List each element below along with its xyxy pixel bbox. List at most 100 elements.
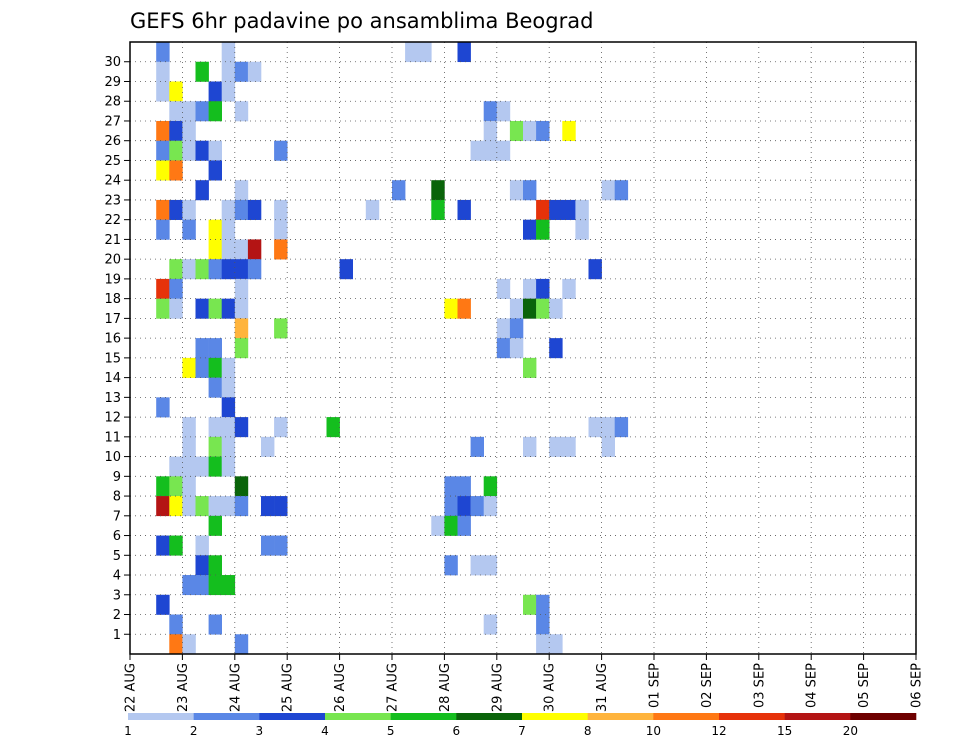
grid-lines [129, 42, 917, 654]
heatmap-cell [234, 101, 249, 122]
heatmap-cell [208, 219, 222, 240]
heatmap-cell [274, 417, 288, 438]
legend-color-swatch [325, 713, 391, 720]
heatmap-cell [169, 81, 183, 102]
heatmap-cell [536, 219, 550, 240]
y-tick-label: 24 [104, 174, 121, 189]
heatmap-cell [156, 42, 170, 63]
heatmap-cell [536, 614, 550, 635]
heatmap-cell [221, 259, 236, 280]
heatmap-cell [221, 417, 236, 438]
heatmap-cell [470, 496, 484, 517]
heatmap-cell [234, 496, 249, 517]
y-tick-label: 27 [104, 114, 121, 129]
heatmap-cell [221, 436, 236, 457]
heatmap-cell [195, 575, 209, 596]
heatmap-cell [496, 318, 511, 339]
heatmap-cell [208, 555, 222, 576]
heatmap-cell [156, 81, 170, 102]
heatmap-cell [234, 318, 249, 339]
heatmap-cell [208, 377, 222, 398]
y-tick-label: 25 [104, 154, 121, 169]
x-tick-label: 02 SEP [700, 663, 715, 708]
heatmap-cell [483, 140, 498, 161]
heatmap-cell [169, 199, 183, 220]
y-tick-label: 19 [104, 272, 121, 287]
heatmap-cell [208, 298, 222, 319]
heatmap-cell [549, 298, 563, 319]
y-tick-label: 4 [113, 569, 121, 584]
heatmap-cell [575, 219, 589, 240]
heatmap-cell [208, 436, 222, 457]
heatmap-cell [234, 417, 249, 438]
heatmap-cell [549, 436, 563, 457]
legend-color-swatch [784, 713, 851, 720]
heatmap-cell [169, 259, 183, 280]
heatmap-cell [208, 496, 222, 517]
heatmap-cell [208, 160, 222, 181]
legend-threshold-label: 7 [518, 724, 526, 738]
heatmap-cell [234, 180, 249, 201]
heatmap-cell [523, 357, 537, 378]
heatmap-cell [431, 180, 445, 201]
heatmap-cell [195, 259, 209, 280]
heatmap-cell [562, 278, 576, 299]
heatmap-cell [221, 239, 236, 260]
heatmap-cell [169, 101, 183, 122]
heatmap-cell [195, 535, 209, 556]
heatmap-cell [536, 120, 550, 142]
heatmap-cell [182, 140, 196, 161]
heatmap-cell [221, 219, 236, 240]
heatmap-cell [601, 180, 615, 201]
heatmap-cell [523, 436, 537, 457]
heatmap-cell [614, 417, 629, 438]
y-axis-ticks: 1234567891011121314151617181920212223242… [104, 55, 130, 643]
heatmap-cell [208, 515, 222, 536]
heatmap-cell [182, 575, 196, 596]
heatmap-cell [182, 496, 196, 517]
heatmap-cell [457, 496, 471, 517]
plot-frame [129, 41, 917, 655]
legend-threshold-label: 3 [256, 724, 264, 738]
heatmap-cell [562, 436, 576, 457]
x-tick-label: 22 AUG [124, 663, 139, 712]
legend-color-swatch [259, 713, 326, 720]
heatmap-cell [156, 61, 170, 82]
heatmap-cell [156, 199, 170, 220]
heatmap-cell [274, 219, 288, 240]
heatmap-cell [195, 140, 209, 161]
x-tick-label: 04 SEP [805, 663, 820, 708]
y-tick-label: 2 [113, 608, 121, 623]
heatmap-cell [169, 298, 183, 319]
x-tick-label: 24 AUG [228, 663, 243, 712]
heatmap-cell [536, 594, 550, 615]
heatmap-cell [221, 357, 236, 378]
x-axis-ticks: 22 AUG 23 AUG 24 AUG 25 AUG 26 AUG 27 AUG 28 A… [124, 654, 925, 712]
legend-color-swatch [128, 713, 194, 720]
heatmap-cell [169, 614, 183, 635]
heatmap-cell [182, 476, 196, 497]
heatmap-cell [444, 555, 458, 576]
heatmap-cell [182, 456, 196, 477]
y-tick-label: 10 [104, 450, 121, 465]
heatmap-cell [536, 199, 550, 220]
heatmap-cell [523, 278, 537, 299]
heatmap-cell [496, 101, 511, 122]
heatmap-cell [614, 180, 629, 201]
heatmap-cell [182, 120, 196, 142]
heatmap-cell [431, 515, 445, 536]
x-tick-label: 26 AUG [333, 663, 348, 712]
heatmap-cell [156, 120, 170, 142]
legend-threshold-label: 2 [190, 724, 198, 738]
heatmap-cell [182, 219, 196, 240]
heatmap-cell [234, 634, 249, 655]
heatmap-cell [208, 101, 222, 122]
heatmap-cell [483, 476, 498, 497]
y-tick-label: 18 [104, 292, 121, 307]
y-tick-label: 28 [104, 95, 121, 110]
legend-threshold-label: 1 [124, 724, 132, 738]
heatmap-cell [195, 101, 209, 122]
heatmap-cells [156, 42, 629, 655]
heatmap-cell [195, 298, 209, 319]
heatmap-cell [496, 140, 511, 161]
